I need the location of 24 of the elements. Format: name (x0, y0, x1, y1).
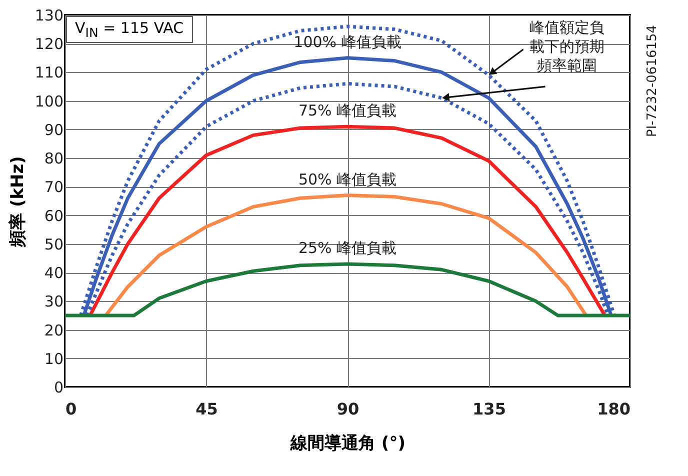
y-tick-label: 120 (34, 35, 64, 54)
y-tick-label: 110 (34, 64, 64, 82)
x-tick-label: 45 (196, 400, 218, 418)
y-tick-label: 30 (44, 292, 64, 311)
y-tick-label: 40 (44, 264, 64, 282)
y-tick-label: 70 (44, 178, 64, 196)
line-series (63, 262, 632, 318)
x-tick-label: 0 (66, 400, 77, 418)
x-tick-label: 180 (597, 400, 630, 418)
annotation: V$_{IN}$ = 115 VAC (66, 16, 193, 43)
y-tick-label: 0 (54, 378, 64, 396)
x-tick-label: 90 (336, 400, 360, 418)
y-tick-label: 130 (34, 6, 64, 24)
y-tick-label: 100 (34, 92, 64, 110)
y-tick-label: 50 (44, 235, 64, 254)
y-axis-title: 頻率 (kHz) (8, 156, 28, 248)
x-tick-label: 135 (472, 400, 506, 418)
y-tick-label: 80 (44, 150, 64, 168)
x-axis-title: 線間導通角 (°) (290, 434, 406, 454)
y-tick-label: 20 (44, 321, 64, 340)
y-tick-label: 60 (44, 206, 64, 225)
text: PI-7232-0616154 (645, 24, 660, 137)
y-tick-label: 10 (44, 350, 64, 368)
y-tick-label: 90 (44, 120, 64, 139)
